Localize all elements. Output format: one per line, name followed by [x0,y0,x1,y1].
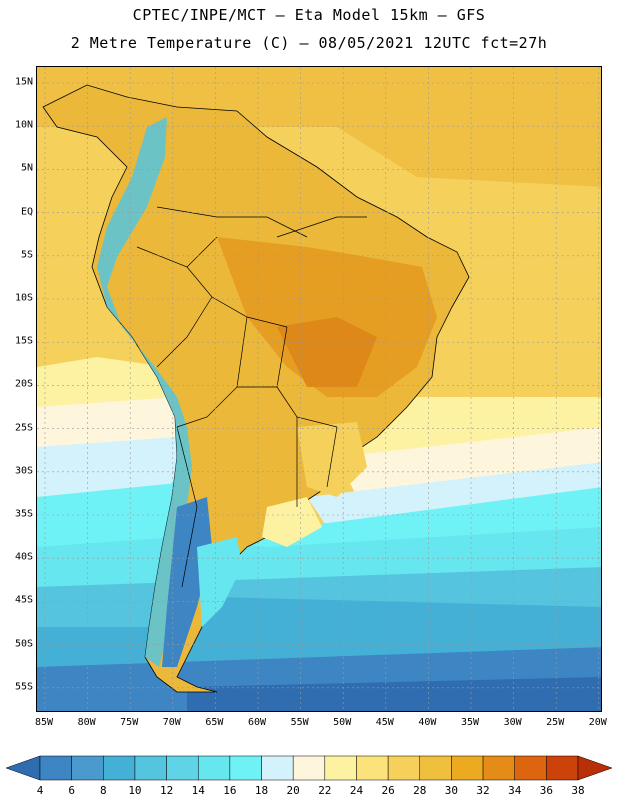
colorbar-segment [546,755,579,781]
colorbar-tick-label: 14 [191,784,205,797]
colorbar-arrow-low [5,755,41,781]
longitude-label: 30W [503,717,522,728]
ocean-band-20-east [307,462,601,527]
latitude-label: 10N [14,119,33,131]
colorbar-tick-label: 20 [286,784,300,797]
colorbar-tick-label: 30 [444,784,459,797]
longitude-label: 25W [546,717,565,728]
colorbar-tick-label: 24 [349,784,364,797]
latitude-label: 50S [14,638,33,650]
colorbar-segment [387,755,421,781]
patagonia-cold-region [162,497,212,667]
colorbar-tick-label: 22 [318,784,332,797]
colorbar-tick-label: 32 [476,784,490,797]
colorbar-tick-label: 34 [508,784,522,797]
longitude-label: 85W [34,717,54,728]
colorbar-tick-label: 6 [68,784,75,797]
land-uruguay [262,497,322,547]
colorbar-tick-label: 36 [539,784,553,797]
colorbar-tick-label: 8 [99,784,107,797]
colorbar-segment [261,755,294,781]
colorbar-tick-label: 12 [159,784,174,797]
colorbar-segment [103,755,136,781]
latitude-label: EQ [20,206,33,218]
colorbar-tick-label: 4 [36,784,44,797]
colorbar-segment [71,755,104,781]
pampas-cool-region [197,537,242,627]
latitude-label: 55S [14,681,33,693]
longitude-label: 20W [588,717,607,728]
colorbar-segment [166,755,199,781]
colorbar-segment [134,755,167,781]
andes-cool-strip [97,117,192,667]
map-canvas [37,67,601,711]
longitude-label: 70W [162,717,181,728]
colorbar-segment [419,755,452,781]
latitude-label: 15N [14,76,33,88]
longitude-label: 75W [120,717,139,728]
longitude-label: 45W [375,717,394,728]
colorbar-tick-label: 38 [571,784,585,797]
ocean-band-22 [37,397,182,447]
country-borders [136,206,367,588]
colorbar-segment [229,755,262,781]
latitude-label: 15S [14,335,33,347]
latitude-label: 45S [14,594,33,606]
land-hottest-core [277,317,377,387]
latitude-label: 20S [14,378,33,390]
colorbar-segment [356,755,389,781]
colorbar-segment [292,755,326,781]
longitude-label: 80W [77,717,96,728]
colorbar-tick-label: 16 [223,784,237,797]
colorbar-tick-label: 28 [413,784,427,797]
ocean-tropical-band [37,67,601,187]
colorbar-segment [324,755,357,781]
temperature-colorbar [5,755,613,781]
latitude-label: 30S [14,465,33,477]
longitude-label: 35W [460,717,480,728]
latitude-label: 5S [20,249,33,261]
latitude-label: 25S [14,422,33,434]
colorbar-tick-label: 18 [254,784,269,797]
longitude-label: 55W [290,717,309,728]
colorbar-segment [197,755,231,781]
colorbar-segment [514,755,547,781]
longitude-label: 50W [333,717,352,728]
ocean-band-24 [37,357,177,407]
longitude-label: 40W [418,717,437,728]
colorbar-segment [451,755,484,781]
land-south-brazil [297,422,367,497]
map-title-line-2: 2 Metre Temperature (C) – 08/05/2021 12U… [70,34,548,52]
colorbar-segment [39,755,72,781]
land-hot-interior [217,237,437,397]
latitude-label: 40S [14,551,33,563]
longitude-label: 60W [247,717,267,728]
colorbar-arrow-high [577,755,613,781]
map-title-line-1: CPTEC/INPE/MCT – Eta Model 15km – GFS [132,6,486,24]
ocean-band-4 [187,677,601,711]
colorbar-tick-label: 26 [381,784,395,797]
map-graticule [37,67,601,711]
latitude-label: 10S [14,292,33,304]
temperature-map [36,66,602,712]
ocean-band-20 [37,437,187,497]
colorbar-tick-label: 10 [128,784,142,797]
latitude-label: 5N [20,162,33,174]
latitude-label: 35S [14,508,33,520]
longitude-label: 65W [205,717,224,728]
colorbar-segment [482,755,515,781]
